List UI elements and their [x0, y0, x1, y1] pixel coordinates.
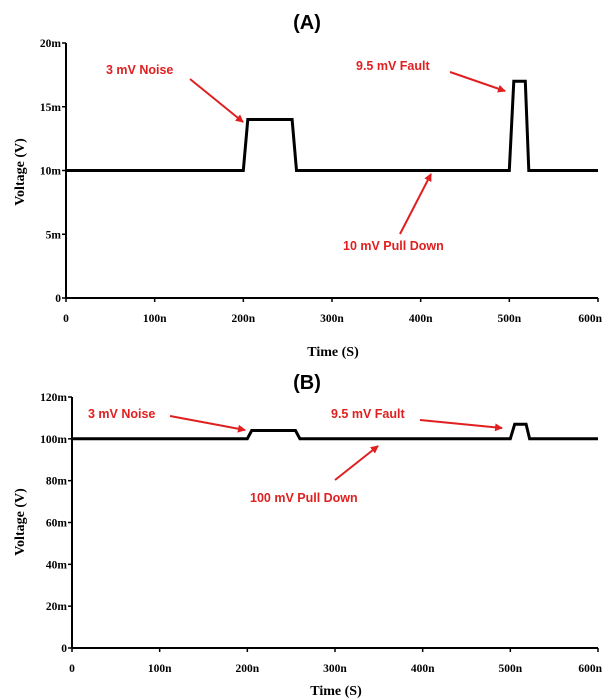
voltage-trace-a [66, 79, 598, 172]
annotation-noise-a: 3 mV Noise [106, 63, 173, 77]
annotation-arrow-fault-a [449, 71, 506, 93]
annotation-arrow-pulldown-b [334, 445, 379, 481]
y-tick-label-a: 10m [40, 166, 62, 178]
x-tick-label-a: 0 [63, 313, 69, 325]
x-tick-label-b: 400n [411, 663, 435, 675]
annotation-fault-a: 9.5 mV Fault [356, 59, 430, 73]
voltage-trace-b [72, 422, 598, 441]
y-tick-label-b: 120m [40, 392, 67, 404]
x-tick-label-a: 500n [498, 313, 522, 325]
x-axis-title-b: Time (S) [310, 684, 362, 699]
annotation-pulldown-a: 10 mV Pull Down [343, 239, 444, 253]
ticks-b: 0 20m 40m 60m 80m 100m 120m 0 100n 200n 300n 400n 50… [40, 392, 602, 675]
annotation-arrow-fault-b [419, 419, 503, 432]
annotation-arrow-noise-a [189, 78, 244, 123]
chart-panel-b: (B) 0 20m 40m 60m 80m 100m 120m 0 100n 200n 300n 40… [13, 372, 602, 699]
y-tick-label-b: 40m [46, 559, 68, 571]
x-tick-label-a: 400n [409, 313, 433, 325]
y-tick-label-b: 20m [46, 601, 68, 613]
annotation-arrow-noise-b [169, 415, 246, 433]
x-tick-label-a: 100n [143, 313, 167, 325]
y-tick-label-b: 100m [40, 434, 67, 446]
x-tick-label-b: 600n [578, 663, 602, 675]
x-tick-label-b: 500n [499, 663, 523, 675]
annotation-noise-b: 3 mV Noise [88, 407, 155, 421]
x-tick-label-a: 300n [320, 313, 344, 325]
x-tick-label-a: 200n [232, 313, 256, 325]
ticks-a: 0 5m 10m 15m 20m 0 100n 200n 300n 400n 500n 600n [40, 38, 602, 325]
annotation-arrow-pulldown-a [399, 173, 432, 235]
y-tick-label-b: 0 [61, 643, 67, 655]
y-tick-label-a: 0 [55, 293, 61, 305]
y-tick-label-b: 60m [46, 518, 68, 530]
annotation-fault-b: 9.5 mV Fault [331, 407, 405, 421]
x-axis-title-a: Time (S) [307, 345, 359, 360]
y-axis-title-b: Voltage (V) [13, 488, 28, 556]
y-tick-label-a: 5m [46, 229, 62, 241]
y-tick-label-a: 20m [40, 38, 62, 50]
chart-panel-a: (A) 0 5m 10m 15m 20m 0 100n 200n 300n 400n 500n 600… [13, 12, 602, 360]
x-tick-label-a: 600n [578, 313, 602, 325]
x-tick-label-b: 300n [323, 663, 347, 675]
x-tick-label-b: 200n [236, 663, 260, 675]
chart-title-a: (A) [293, 12, 321, 34]
annotation-pulldown-b: 100 mV Pull Down [250, 491, 358, 505]
y-tick-label-a: 15m [40, 102, 62, 114]
chart-title-b: (B) [293, 372, 321, 394]
x-tick-label-b: 100n [148, 663, 172, 675]
y-tick-label-b: 80m [46, 476, 68, 488]
x-tick-label-b: 0 [69, 663, 75, 675]
y-axis-title-a: Voltage (V) [13, 138, 28, 206]
